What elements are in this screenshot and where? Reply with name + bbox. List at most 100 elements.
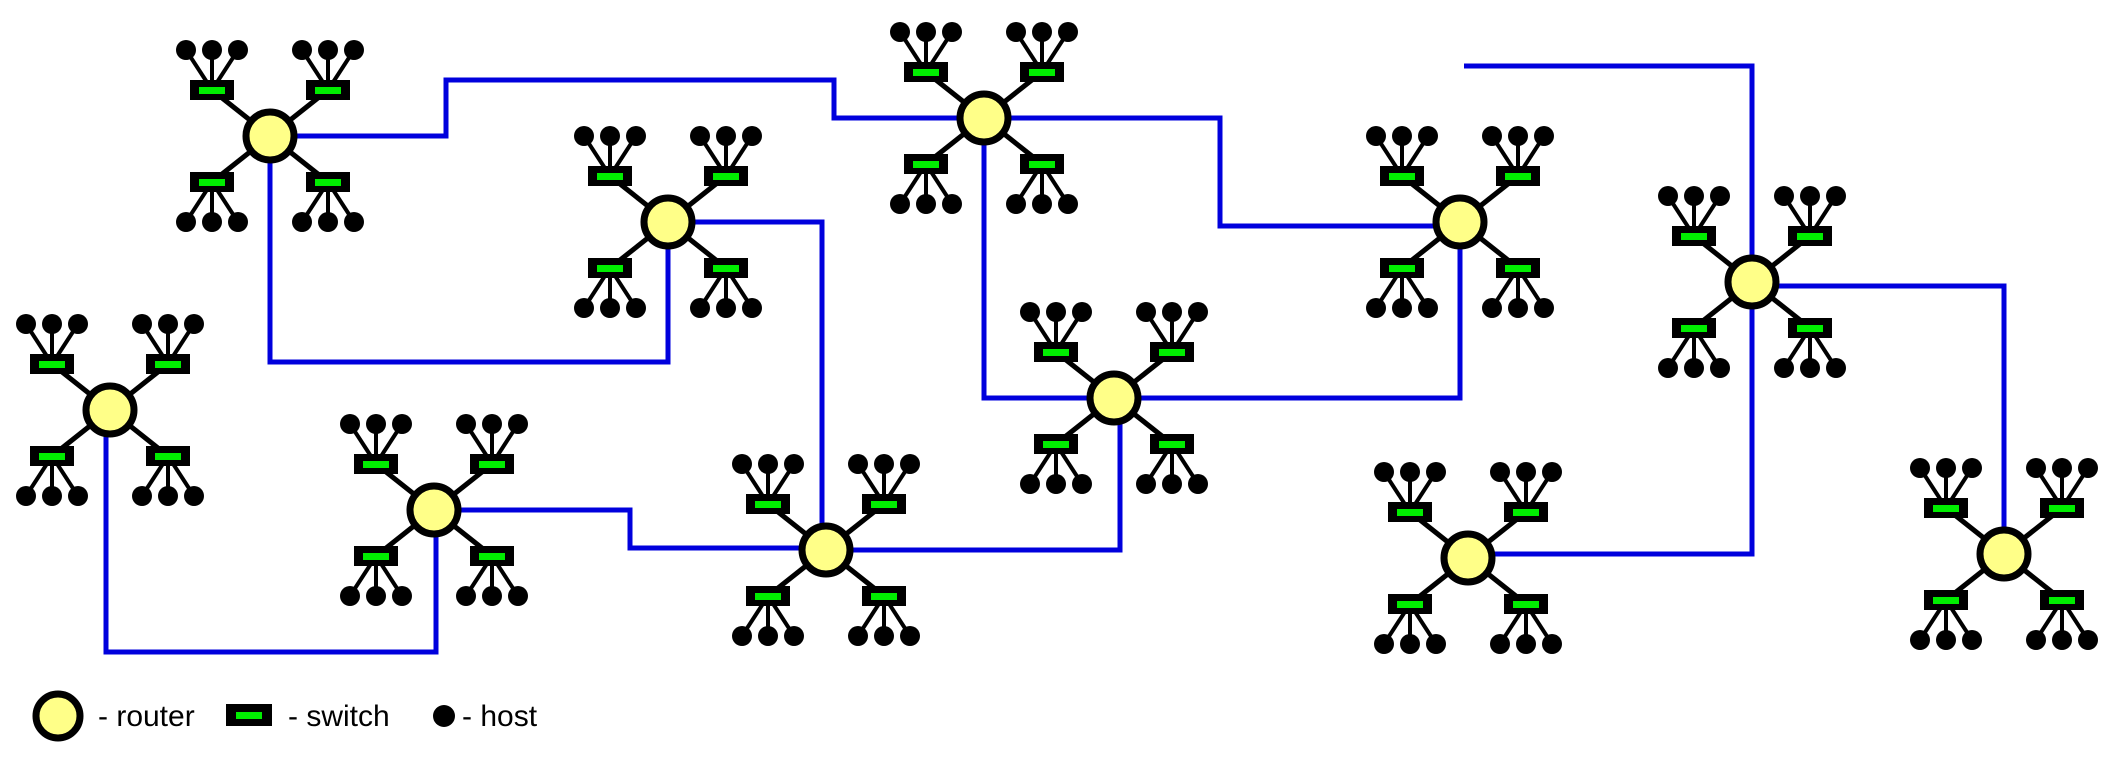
host (900, 626, 920, 646)
host (1508, 126, 1528, 146)
router-clusters (16, 22, 2098, 654)
legend-router-symbol (32, 690, 84, 742)
router-link (270, 77, 984, 139)
switch-indicator (363, 461, 389, 468)
host (1774, 358, 1794, 378)
switch-indicator (913, 69, 939, 76)
host (716, 298, 736, 318)
router-cluster (1366, 126, 1554, 318)
host (1658, 358, 1678, 378)
router-cluster (574, 126, 762, 318)
switch-indicator (755, 593, 781, 600)
router (1432, 194, 1488, 250)
router-cluster (176, 40, 364, 232)
host (1162, 302, 1182, 322)
host (890, 22, 910, 42)
host (344, 40, 364, 60)
host (758, 454, 778, 474)
host (228, 212, 248, 232)
router-link (981, 118, 1114, 401)
host (392, 414, 412, 434)
host (1542, 634, 1562, 654)
host (1058, 194, 1078, 214)
host (1962, 458, 1982, 478)
router-cluster (1658, 186, 1846, 378)
host (2052, 458, 2072, 478)
switch-indicator (1797, 233, 1823, 240)
host (1774, 186, 1794, 206)
switch-indicator (363, 553, 389, 560)
switch-indicator (1933, 505, 1959, 512)
switch-indicator (1397, 509, 1423, 516)
host (340, 414, 360, 434)
host (508, 586, 528, 606)
host (1188, 302, 1208, 322)
host (340, 586, 360, 606)
switch-indicator (2049, 597, 2075, 604)
router-cluster (890, 22, 1078, 214)
host (1072, 474, 1092, 494)
router-cluster (1910, 458, 2098, 650)
switch-indicator (1513, 509, 1539, 516)
host (1508, 298, 1528, 318)
host (42, 314, 62, 334)
host (1516, 634, 1536, 654)
host (1046, 302, 1066, 322)
host (292, 40, 312, 60)
switch-indicator (1029, 161, 1055, 168)
switch-indicator (315, 87, 341, 94)
host (916, 194, 936, 214)
host (132, 486, 152, 506)
host (228, 40, 248, 60)
host (690, 298, 710, 318)
legend-host-label: - host (462, 700, 538, 733)
host (784, 454, 804, 474)
host (1046, 474, 1066, 494)
switch-indicator (1397, 601, 1423, 608)
switch-indicator (315, 179, 341, 186)
host (344, 212, 364, 232)
host (68, 314, 88, 334)
host (1136, 474, 1156, 494)
switch-indicator (1513, 601, 1539, 608)
host (1962, 630, 1982, 650)
host (456, 414, 476, 434)
switch-indicator (199, 87, 225, 94)
host (1710, 186, 1730, 206)
router-link (984, 115, 1460, 229)
router-cluster (16, 314, 204, 506)
host (1418, 298, 1438, 318)
host (732, 626, 752, 646)
host (1020, 474, 1040, 494)
host (1366, 298, 1386, 318)
host (482, 414, 502, 434)
host (1072, 302, 1092, 322)
host (1826, 186, 1846, 206)
host (874, 626, 894, 646)
host (176, 212, 196, 232)
host (1366, 126, 1386, 146)
host (574, 298, 594, 318)
switch-indicator (597, 173, 623, 180)
host (366, 586, 386, 606)
switch-indicator (1159, 349, 1185, 356)
host (2026, 458, 2046, 478)
router (956, 90, 1012, 146)
router (1440, 530, 1496, 586)
router-link (668, 219, 825, 550)
host (1490, 462, 1510, 482)
switch-indicator (755, 501, 781, 508)
switch-indicator (1043, 349, 1069, 356)
host (890, 194, 910, 214)
switch-indicator (39, 361, 65, 368)
switch-indicator (1043, 441, 1069, 448)
host (1426, 462, 1446, 482)
host (1910, 630, 1930, 650)
switch-indicator (1681, 233, 1707, 240)
switch-indicator (1797, 325, 1823, 332)
router (406, 482, 462, 538)
switch-indicator (1933, 597, 1959, 604)
host (184, 486, 204, 506)
host (1426, 634, 1446, 654)
